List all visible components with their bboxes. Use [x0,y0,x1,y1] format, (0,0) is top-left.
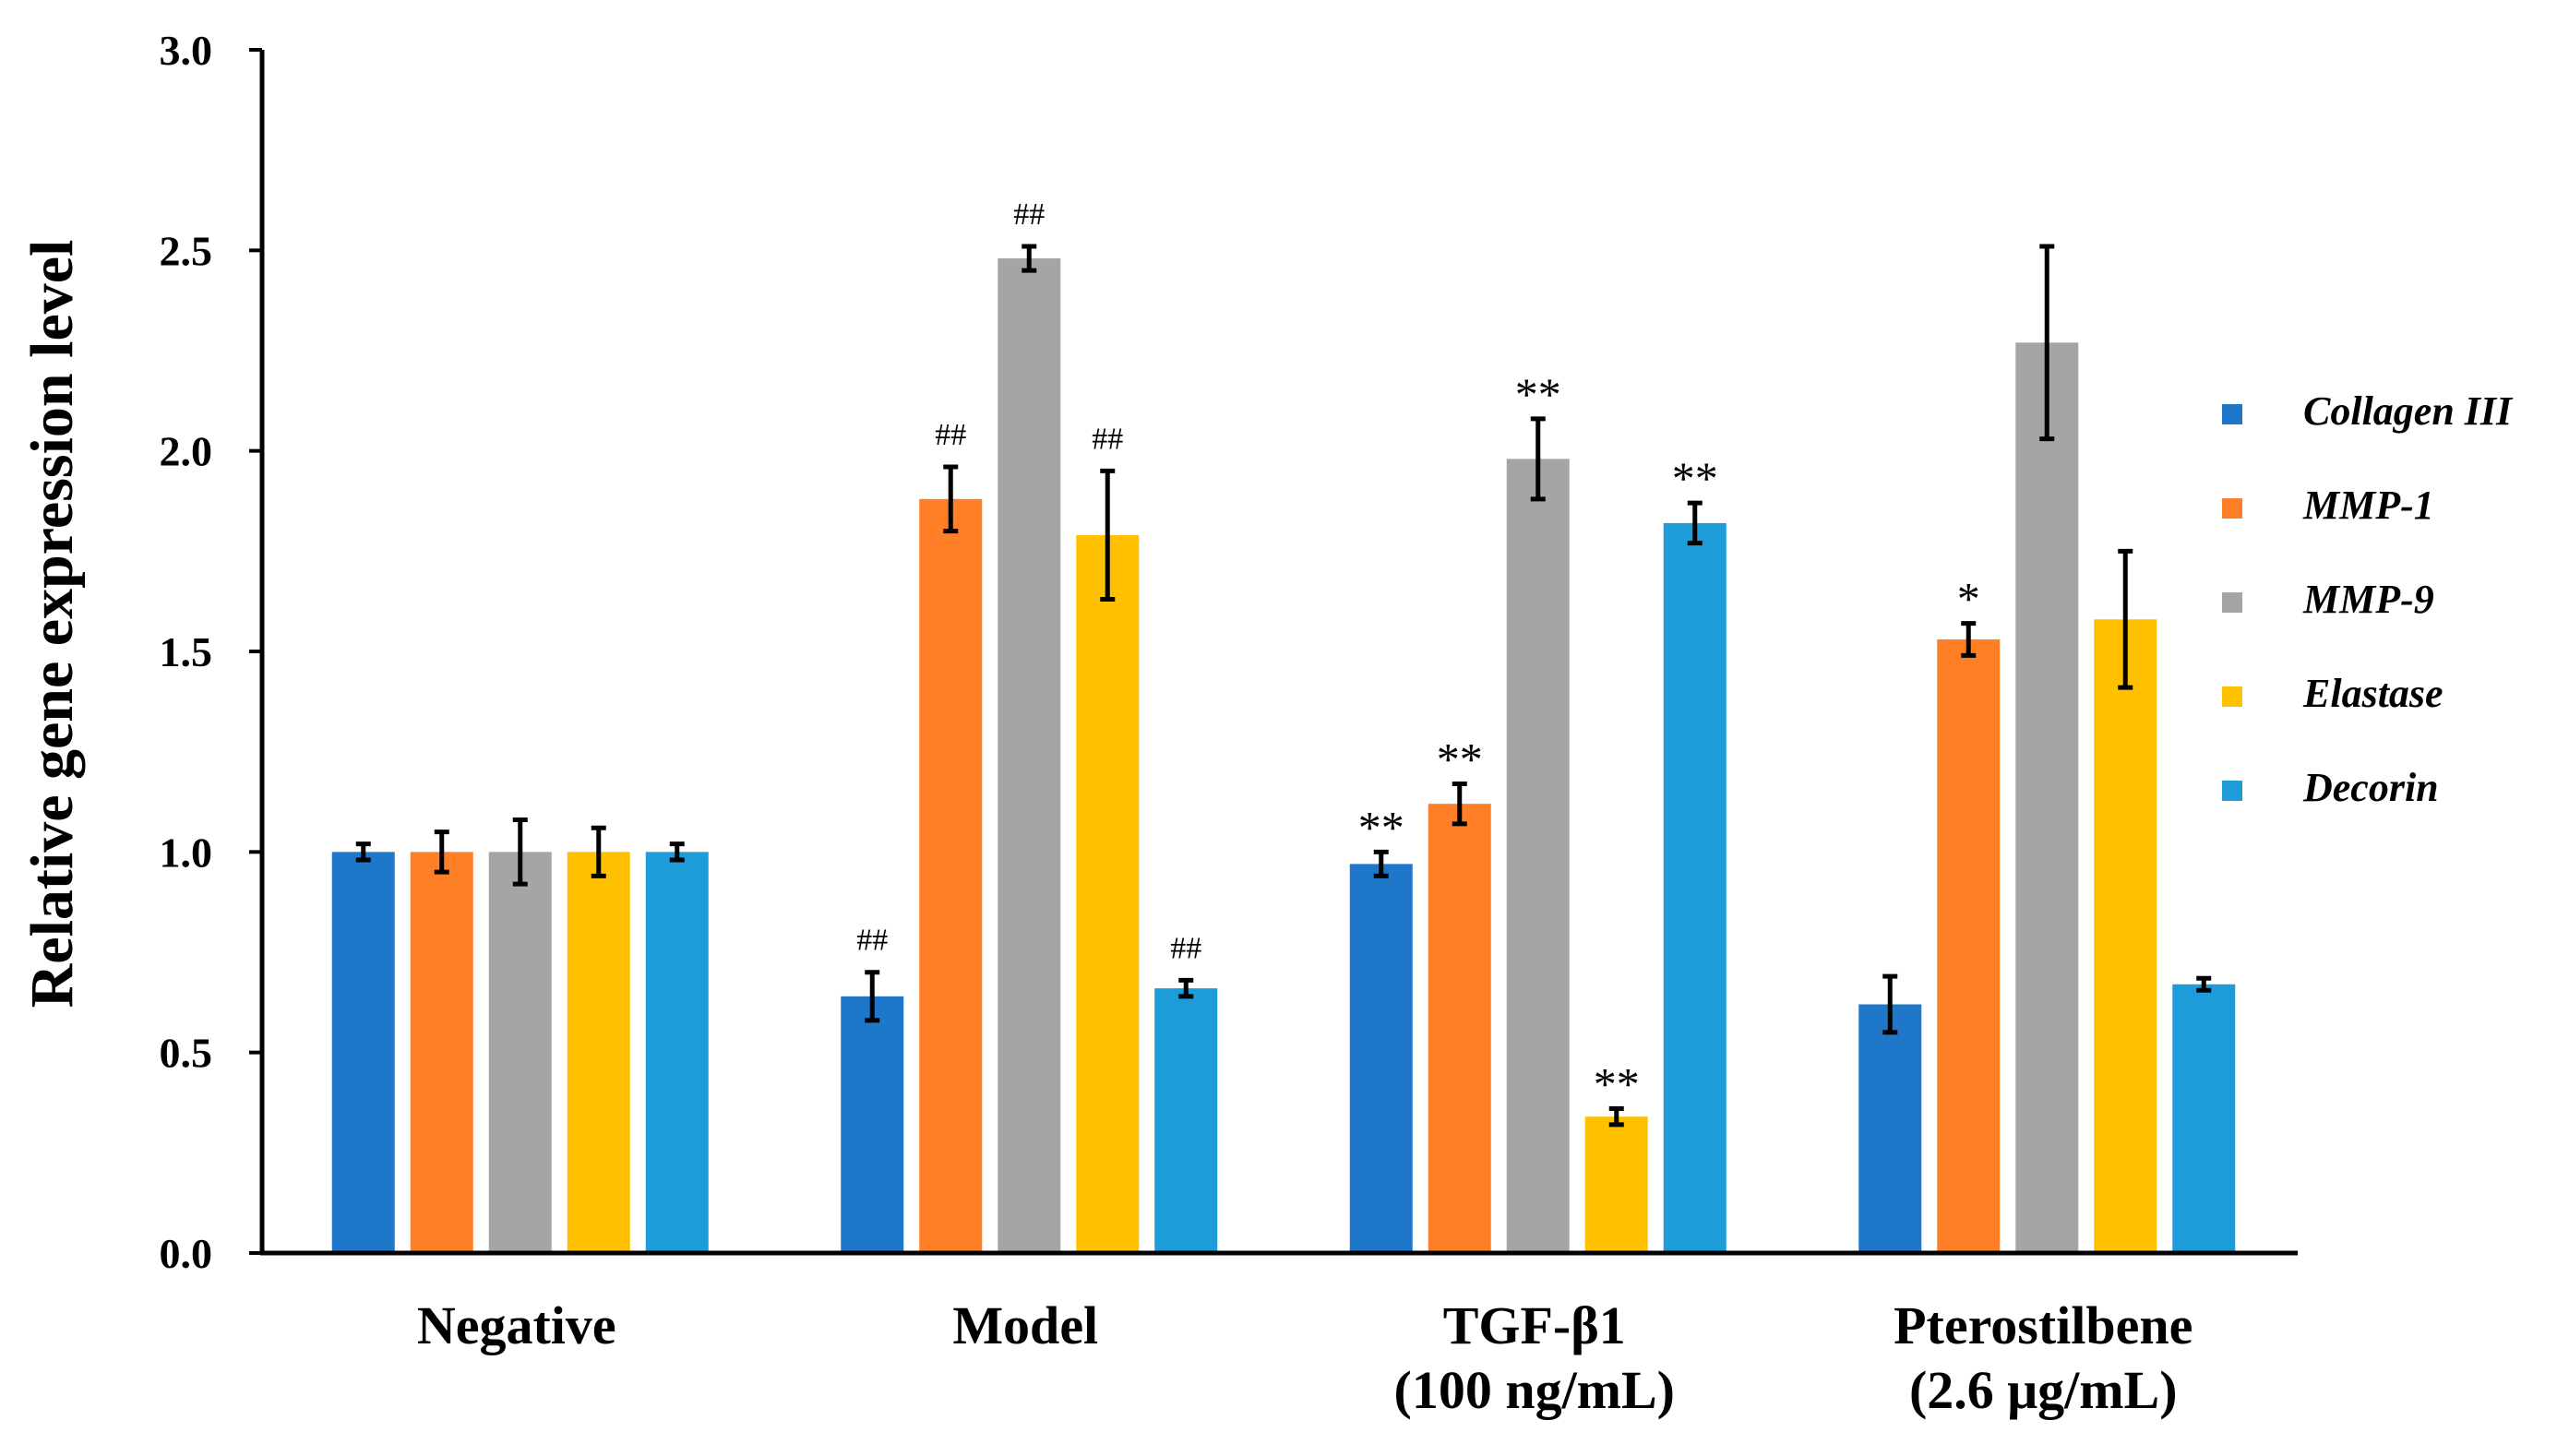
legend-swatch [2222,781,2242,801]
significance-annotation: ## [1170,931,1201,965]
bar [919,498,983,1253]
bar [567,852,630,1253]
bar [1154,988,1218,1253]
category-label: Model [952,1295,1098,1355]
bar [1428,804,1491,1253]
significance-annotation: ## [935,418,966,452]
bar [1506,459,1570,1253]
bars [331,258,2236,1254]
bar [841,996,904,1253]
legend-label: MMP-9 [2302,577,2434,622]
legend-swatch [2222,404,2242,424]
legend-swatch [2222,592,2242,613]
bar [1663,522,1727,1253]
category-label: TGF-β1 [1443,1295,1626,1355]
significance-annotation: * [1957,573,1980,625]
category-labels: Negative Model TGF-β1(100 ng/mL) Pterostilb… [417,1295,2193,1420]
legend-swatch [2222,686,2242,707]
legend-label: Collagen III [2303,388,2514,434]
category-label: Pterostilbene [1894,1295,2193,1355]
significance-annotation: ## [1092,422,1123,456]
bar [1937,638,2001,1253]
category-label: (100 ng/mL) [1394,1360,1676,1420]
significance-annotation: ** [1672,452,1718,504]
bar [1584,1116,1648,1253]
bar [2172,984,2236,1253]
bar [331,852,395,1253]
y-tick-label: 2.0 [160,428,213,475]
significance-annotation: ** [1594,1058,1640,1110]
legend-label: Decorin [2302,765,2439,810]
y-tick-label: 1.0 [160,829,213,876]
bar [1349,864,1413,1253]
bar [410,852,473,1253]
y-tick-label: 1.5 [160,628,213,675]
category-label: Negative [417,1295,616,1355]
legend-label: Elastase [2302,671,2444,716]
y-tick-label: 3.0 [160,27,213,74]
significance-annotation: ** [1358,801,1404,853]
bar [645,852,709,1253]
bar [998,258,1061,1254]
bar [1076,534,1140,1253]
legend-label: MMP-1 [2302,483,2434,528]
bar [2094,619,2157,1253]
y-axis-label: Relative gene expression level [18,240,86,1008]
bar [1858,1004,1922,1253]
significance-annotation: ** [1515,368,1561,420]
category-label: (2.6 μg/mL) [1909,1360,2178,1420]
y-tick-label: 0.0 [160,1230,213,1277]
bar [488,852,552,1253]
y-tick-label: 0.5 [160,1030,213,1077]
error-bars [355,244,2212,1128]
bar [2015,342,2079,1254]
legend-swatch [2222,498,2242,519]
y-tick-label: 2.5 [160,227,213,274]
significance-annotations: ##########*********** [856,197,1980,1110]
axes [259,50,2298,1256]
y-axis-ticks: 0.0 0.5 1.0 1.5 2.0 2.5 3.0 [160,27,262,1277]
significance-annotation: ## [1013,197,1045,232]
significance-annotation: ** [1437,733,1483,784]
significance-annotation: ## [856,924,888,958]
legend: Collagen III MMP-1 MMP-9 Elastase Decorin [2222,388,2514,810]
